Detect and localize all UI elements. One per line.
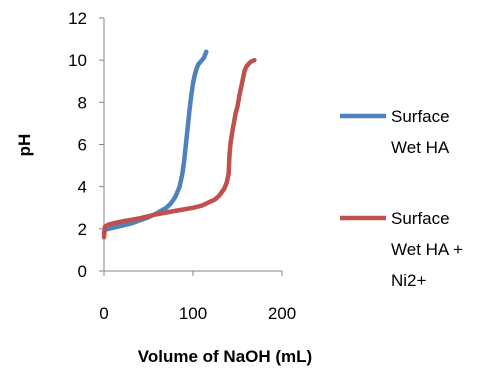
legend-label-2: Surface bbox=[391, 209, 450, 228]
y-tick-label: 0 bbox=[78, 262, 87, 281]
y-tick-label: 2 bbox=[78, 220, 87, 239]
x-tick-label: 100 bbox=[179, 304, 207, 323]
legend: Surface Wet HA Surface Wet HA + Ni2+ bbox=[340, 107, 463, 290]
x-tick-label: 200 bbox=[268, 304, 296, 323]
ticks bbox=[99, 17, 283, 276]
x-tick-label: 0 bbox=[99, 304, 108, 323]
legend-label-2: Wet HA + bbox=[391, 240, 463, 259]
legend-label-1: Surface bbox=[391, 107, 450, 126]
y-tick-label: 6 bbox=[78, 136, 87, 155]
y-tick-label: 8 bbox=[78, 93, 87, 112]
axes bbox=[103, 18, 282, 272]
y-tick-label: 4 bbox=[78, 178, 87, 197]
tick-labels: 0 2 4 6 8 10 12 0 100 200 bbox=[68, 9, 296, 323]
series-lines bbox=[101, 49, 257, 240]
legend-label-1: Wet HA bbox=[391, 138, 450, 157]
y-tick-label: 10 bbox=[68, 51, 87, 70]
legend-label-2: Ni2+ bbox=[391, 271, 427, 290]
series-line-2 bbox=[101, 57, 257, 240]
x-axis-title: Volume of NaOH (mL) bbox=[138, 347, 312, 366]
series-line-1 bbox=[101, 49, 209, 236]
y-tick-label: 12 bbox=[68, 9, 87, 28]
y-axis-title: pH bbox=[15, 134, 34, 157]
